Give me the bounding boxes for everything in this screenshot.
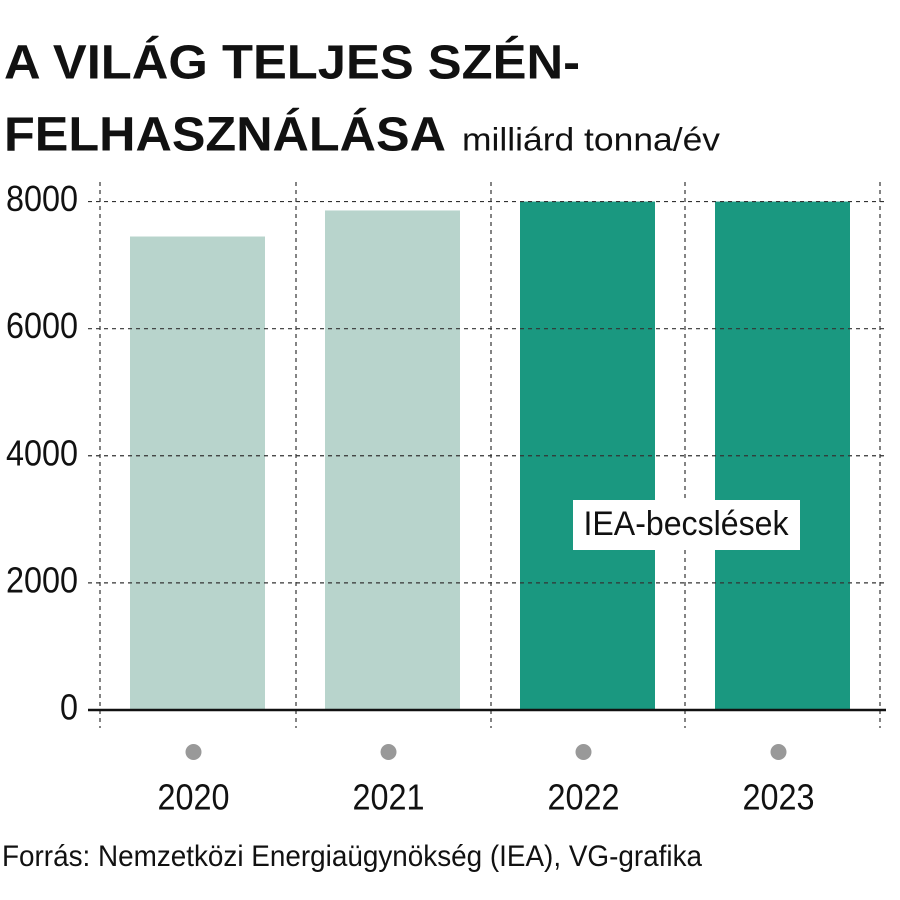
x-tick-label: 2023 [743, 777, 815, 818]
x-tick-label: 2020 [158, 777, 230, 818]
source-note: Forrás: Nemzetközi Energiaügynökség (IEA… [2, 840, 702, 873]
bar [715, 201, 850, 710]
chart-title: A VILÁG TELJES SZÉN- [4, 36, 580, 90]
chart-subtitle: milliárd tonna/év [462, 121, 720, 157]
y-tick-label: 6000 [6, 305, 78, 346]
y-tick-label: 8000 [6, 178, 78, 219]
x-tick-label: 2022 [548, 777, 620, 818]
x-tick-label: 2021 [353, 777, 425, 818]
category-dot [185, 744, 202, 760]
vertical-guides [99, 182, 881, 728]
annotation-box [573, 500, 800, 550]
y-tick-label: 0 [60, 687, 78, 728]
annotation: IEA-becslések [584, 505, 790, 543]
bar [325, 210, 460, 710]
bar [130, 236, 265, 710]
chart-title: FELHASZNÁLÁSA [4, 108, 446, 162]
category-dot [770, 744, 787, 760]
category-dot [380, 744, 397, 760]
y-tick-label: 2000 [6, 559, 78, 600]
category-dot [575, 744, 592, 760]
y-tick-label: 4000 [6, 432, 78, 473]
